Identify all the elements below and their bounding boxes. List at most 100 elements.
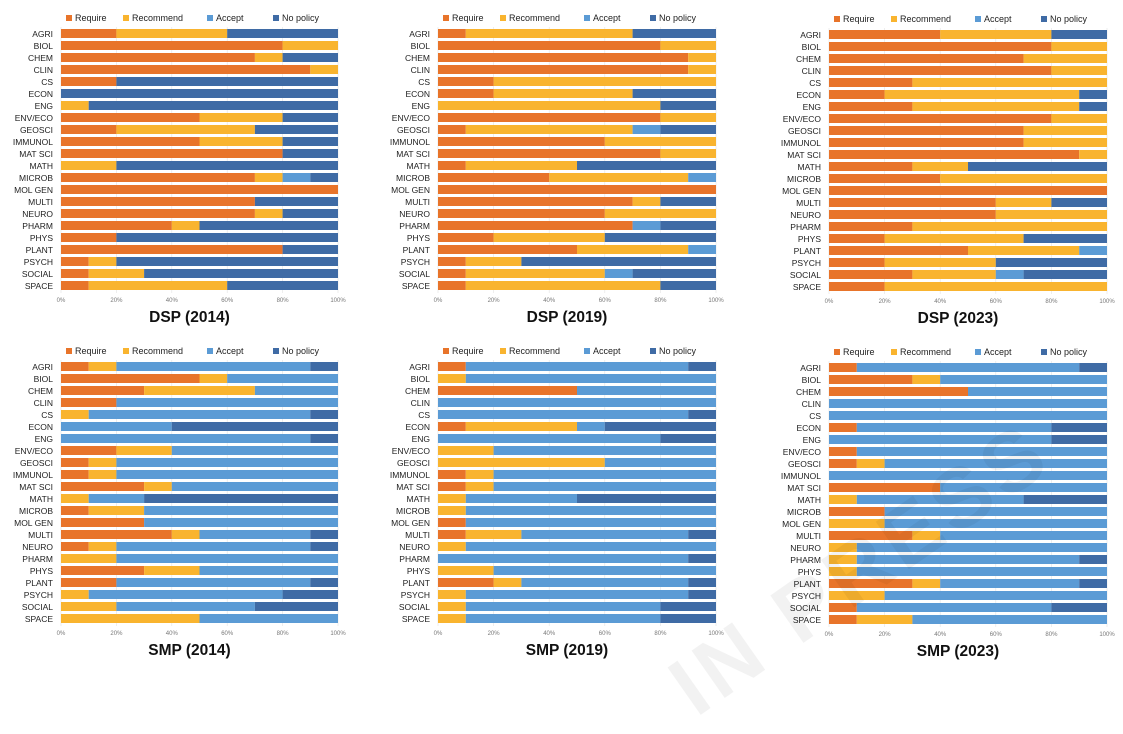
bar-segment-accept <box>856 423 1052 432</box>
chart-title: DSP (2014) <box>149 309 230 326</box>
bar-segment-no-policy <box>1079 90 1107 99</box>
bar-segment-recommend <box>884 90 1080 99</box>
bar-segment-require <box>61 149 283 158</box>
bar-segment-no-policy <box>282 53 338 62</box>
x-tick-label: 60% <box>221 298 234 304</box>
legend: Require Recommend Accept No policy <box>443 13 697 23</box>
bar-segment-no-policy <box>632 89 716 98</box>
bar-segment-recommend <box>940 174 1107 183</box>
legend-label: Require <box>75 346 107 356</box>
legend-label: Require <box>452 346 484 356</box>
bar-segment-no-policy <box>688 410 716 419</box>
bar-segment-require <box>438 482 466 491</box>
legend-swatch <box>123 15 129 21</box>
category-label: ECON <box>405 422 430 432</box>
bar-segment-no-policy <box>1079 555 1107 564</box>
category-label: BIOL <box>34 374 54 384</box>
bar-segment-accept <box>493 470 716 479</box>
category-label: IMMUNOL <box>13 137 53 147</box>
bar-segment-require <box>61 185 338 194</box>
bar-segment-accept <box>1079 246 1107 255</box>
category-label: PSYCH <box>401 590 430 600</box>
bar-segment-require <box>438 41 661 50</box>
bar-segment-recommend <box>549 173 689 182</box>
category-label: SOCIAL <box>22 269 53 279</box>
bar-segment-no-policy <box>1079 102 1107 111</box>
bar-segment-require <box>829 363 857 372</box>
x-tick-label: 60% <box>599 298 612 304</box>
bar-segment-recommend <box>199 137 283 146</box>
bar-segment-recommend <box>438 374 466 383</box>
bar-segment-recommend <box>493 77 716 86</box>
bar-segment-recommend <box>171 530 200 539</box>
bar-segment-accept <box>171 482 338 491</box>
bar-segment-require <box>438 173 550 182</box>
category-label: ECON <box>796 90 821 100</box>
bar-segment-accept <box>465 590 689 599</box>
bar-segment-recommend <box>88 257 117 266</box>
category-label: MAT SCI <box>19 149 53 159</box>
bar-segment-accept <box>884 507 1107 516</box>
x-tick-label: 100% <box>1099 632 1115 638</box>
category-label: MOL GEN <box>14 518 53 528</box>
bar-segment-accept <box>61 422 172 431</box>
bar-segment-recommend <box>438 458 605 467</box>
category-label: BIOL <box>802 375 822 385</box>
category-label: MAT SCI <box>19 482 53 492</box>
bar-segment-no-policy <box>310 410 338 419</box>
category-label: MOL GEN <box>782 186 821 196</box>
x-tick-label: 100% <box>708 631 724 637</box>
chart-panel-1: Require Recommend Accept No policy AGRI BIOL C… <box>390 13 724 326</box>
bar-segment-require <box>61 125 117 134</box>
bar-segment-require <box>438 89 494 98</box>
bar-segment-recommend <box>995 210 1107 219</box>
category-label: PHYS <box>407 233 430 243</box>
bar-segment-recommend <box>465 269 605 278</box>
bar-segment-require <box>438 470 466 479</box>
legend-swatch <box>207 348 213 354</box>
category-label: CS <box>809 78 821 88</box>
bar-segment-accept <box>465 494 577 503</box>
bar-segment-require <box>438 65 689 74</box>
x-tick-label: 0% <box>825 632 834 638</box>
category-label: PHYS <box>407 566 430 576</box>
category-label: NEURO <box>22 542 53 552</box>
legend-label: No policy <box>1050 347 1088 357</box>
bar-segment-require <box>61 29 117 38</box>
bar-segment-require <box>438 149 661 158</box>
legend-swatch <box>584 348 590 354</box>
bar-segment-require <box>438 29 466 38</box>
bar-segment-recommend <box>465 281 661 290</box>
bar-segment-accept <box>438 554 689 563</box>
bar-segment-accept <box>688 245 716 254</box>
legend-label: No policy <box>659 346 697 356</box>
category-label: MATH <box>407 161 430 171</box>
category-label: NEURO <box>790 210 821 220</box>
chart-title: SMP (2019) <box>526 642 608 659</box>
category-label: GEOSCI <box>788 126 821 136</box>
bar-segment-require <box>829 579 913 588</box>
category-label: SPACE <box>402 614 431 624</box>
bar-segment-recommend <box>912 102 1080 111</box>
x-tick-label: 40% <box>934 299 947 305</box>
bar-segment-no-policy <box>1023 495 1107 504</box>
bar-segment-no-policy <box>227 281 338 290</box>
category-label: NEURO <box>399 209 430 219</box>
category-label: GEOSCI <box>397 125 430 135</box>
bar-segment-require <box>829 78 913 87</box>
bar-segment-recommend <box>829 495 857 504</box>
bar-segment-no-policy <box>116 233 339 242</box>
bar-segment-recommend <box>1051 42 1107 51</box>
legend-label: No policy <box>282 13 320 23</box>
bar-segment-accept <box>577 386 716 395</box>
category-label: ECON <box>796 423 821 433</box>
legend-swatch <box>975 349 981 355</box>
bar-segment-require <box>829 258 885 267</box>
category-label: SPACE <box>793 282 822 292</box>
bar-segment-no-policy <box>604 233 716 242</box>
legend-swatch <box>975 16 981 22</box>
category-label: MICROB <box>19 173 53 183</box>
x-tick-label: 80% <box>277 631 290 637</box>
category-label: CS <box>418 77 430 87</box>
bar-segment-recommend <box>912 78 1107 87</box>
